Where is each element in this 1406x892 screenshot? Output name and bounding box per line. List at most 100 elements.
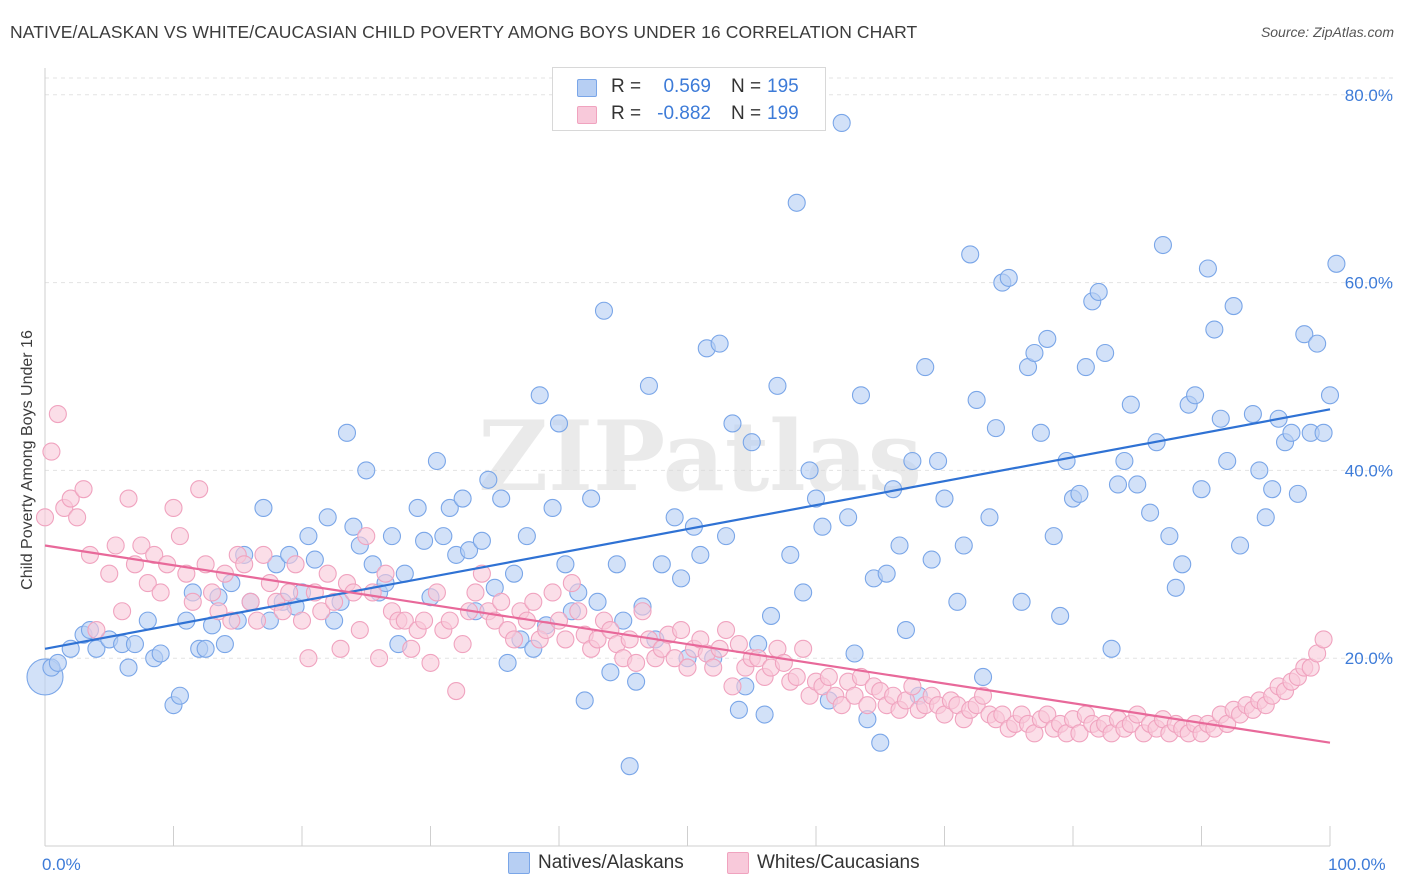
legend-r-label: R = — [611, 76, 642, 97]
point-natives-126 — [922, 550, 941, 569]
point-natives-162 — [1173, 555, 1192, 574]
point-natives-155 — [1121, 395, 1140, 414]
point-natives-103 — [761, 606, 781, 625]
point-whites-49 — [357, 527, 376, 546]
point-natives-185 — [1327, 254, 1346, 273]
point-natives-138 — [1012, 592, 1031, 611]
bottom-legend-label-natives: Natives/Alaskans — [538, 852, 684, 873]
watermark: ZIPatlas — [478, 400, 922, 513]
point-natives-35 — [305, 550, 324, 569]
point-whites-40 — [299, 649, 318, 668]
point-natives-80 — [607, 555, 626, 574]
point-whites-103 — [704, 658, 723, 677]
point-whites-11 — [113, 602, 132, 621]
point-natives-128 — [935, 489, 954, 508]
point-natives-9 — [119, 658, 138, 677]
point-whites-63 — [447, 682, 466, 701]
point-natives-171 — [1231, 536, 1250, 555]
point-natives-114 — [845, 644, 864, 663]
y-tick-label-60: 60.0% — [1345, 274, 1393, 293]
point-natives-132 — [967, 390, 986, 410]
point-whites-17 — [151, 583, 170, 602]
point-natives-169 — [1218, 451, 1237, 471]
point-whites-60 — [427, 583, 446, 602]
point-whites-4 — [61, 489, 80, 508]
point-natives-57 — [459, 541, 479, 560]
point-natives-109 — [806, 489, 826, 508]
point-natives-36 — [318, 508, 337, 527]
point-natives-174 — [1256, 508, 1275, 527]
bottom-legend-label-whites: Whites/Caucasians — [757, 852, 920, 873]
point-natives-10 — [125, 635, 144, 654]
point-natives-159 — [1153, 235, 1172, 255]
legend-swatch-natives — [577, 79, 597, 97]
point-whites-91 — [627, 653, 646, 672]
point-whites-62 — [440, 611, 459, 630]
point-natives-39 — [337, 423, 357, 442]
point-natives-29 — [267, 555, 286, 574]
legend-r-label: R = — [611, 103, 642, 124]
trend-lines — [44, 408, 1331, 744]
point-whites-51 — [370, 649, 389, 668]
point-natives-50 — [415, 531, 434, 550]
point-natives-59 — [472, 531, 491, 550]
x-tick-label-max: 100.0% — [1328, 855, 1386, 874]
point-whites-70 — [492, 592, 511, 611]
point-whites-81 — [562, 574, 581, 593]
point-natives-88 — [665, 508, 684, 527]
point-whites-28 — [222, 611, 241, 630]
point-whites-15 — [138, 574, 157, 593]
bottom-legend-swatch-natives — [508, 852, 530, 874]
point-whites-97 — [665, 649, 684, 668]
point-natives-107 — [794, 583, 813, 602]
point-natives-167 — [1205, 320, 1224, 339]
point-whites-10 — [106, 536, 125, 555]
point-natives-15 — [170, 686, 189, 705]
point-whites-56 — [402, 639, 421, 658]
point-whites-105 — [716, 620, 736, 640]
point-natives-43 — [363, 555, 382, 574]
legend-n-value-natives: 195 — [767, 76, 799, 97]
point-natives-92 — [691, 545, 710, 564]
point-whites-0 — [35, 508, 55, 527]
legend-r-value-natives: 0.569 — [663, 76, 711, 97]
point-whites-52 — [376, 564, 395, 583]
point-natives-127 — [929, 451, 948, 471]
point-natives-122 — [896, 620, 916, 640]
point-natives-130 — [954, 536, 973, 555]
point-natives-137 — [999, 268, 1018, 287]
point-whites-75 — [524, 592, 543, 611]
point-natives-72 — [556, 555, 575, 574]
axes — [44, 68, 1331, 847]
point-whites-72 — [504, 630, 524, 649]
point-whites-48 — [350, 620, 369, 640]
point-whites-19 — [164, 498, 183, 518]
point-whites-98 — [672, 620, 691, 640]
point-whites-117 — [794, 639, 813, 658]
point-natives-40 — [344, 517, 363, 536]
point-natives-119 — [877, 564, 896, 583]
point-natives-81 — [614, 611, 633, 630]
series-whites-caucasians-points — [35, 404, 1333, 743]
point-whites-25 — [203, 583, 222, 602]
point-whites-37 — [280, 583, 299, 602]
point-whites-14 — [132, 536, 151, 555]
point-natives-113 — [839, 508, 858, 527]
point-natives-46 — [382, 527, 402, 546]
point-natives-153 — [1108, 475, 1128, 494]
y-tick-label-80: 80.0% — [1345, 86, 1393, 105]
point-whites-9 — [100, 564, 119, 583]
point-natives-144 — [1051, 606, 1070, 625]
point-natives-98 — [729, 700, 748, 719]
point-natives-49 — [408, 498, 427, 518]
legend-row-natives: R = 0.569 N = 195 — [553, 74, 825, 100]
point-natives-173 — [1250, 461, 1269, 480]
point-whites-64 — [453, 635, 472, 654]
point-whites-92 — [633, 602, 652, 621]
point-natives-164 — [1186, 386, 1205, 405]
point-natives-172 — [1243, 404, 1262, 424]
y-tick-labels: 20.0% 40.0% 60.0% 80.0% — [1345, 86, 1393, 668]
point-natives-108 — [800, 461, 819, 480]
point-whites-55 — [395, 611, 414, 630]
